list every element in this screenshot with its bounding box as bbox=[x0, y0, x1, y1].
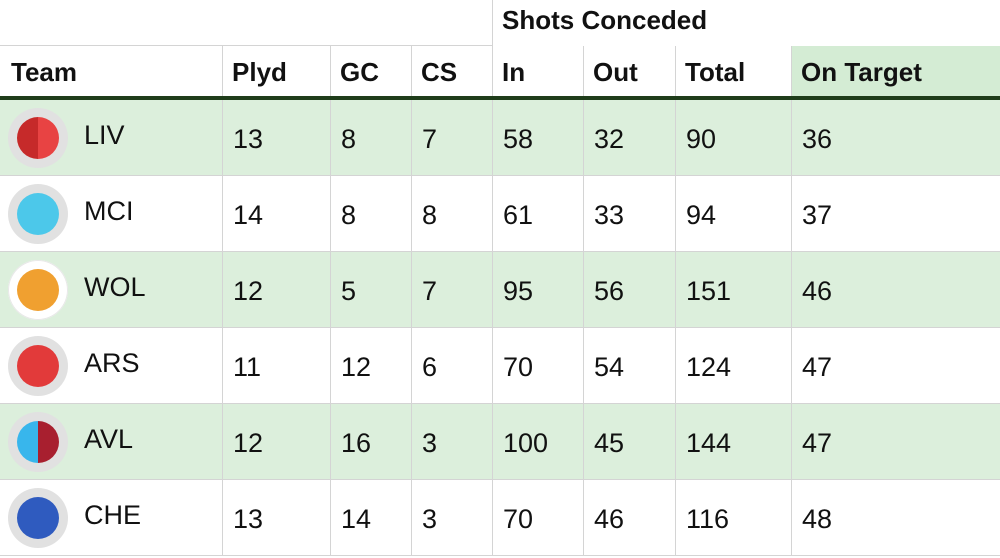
cell-in[interactable]: 61 bbox=[492, 176, 583, 251]
cell-gc[interactable]: 8 bbox=[330, 100, 411, 175]
team-badge-icon bbox=[8, 336, 68, 396]
team-code: ARS bbox=[84, 348, 140, 378]
table-row: ARS 11 12 6 70 54 124 47 bbox=[0, 328, 1000, 404]
cell-cs[interactable]: 3 bbox=[411, 404, 492, 479]
cell-on-target[interactable]: 46 bbox=[791, 252, 1000, 327]
team-code: AVL bbox=[84, 424, 134, 454]
cell-plyd[interactable]: 13 bbox=[222, 480, 330, 555]
cell-total[interactable]: 116 bbox=[675, 480, 791, 555]
team-cell[interactable]: CHE bbox=[0, 480, 222, 555]
team-badge-dot bbox=[17, 497, 59, 539]
cell-in[interactable]: 95 bbox=[492, 252, 583, 327]
team-code: LIV bbox=[84, 120, 125, 150]
cell-gc[interactable]: 16 bbox=[330, 404, 411, 479]
column-header-cs[interactable]: CS bbox=[411, 46, 492, 96]
team-badge-dot bbox=[17, 193, 59, 235]
cell-cs[interactable]: 6 bbox=[411, 328, 492, 403]
cell-plyd[interactable]: 12 bbox=[222, 252, 330, 327]
team-badge-icon bbox=[8, 108, 68, 168]
cell-gc[interactable]: 12 bbox=[330, 328, 411, 403]
cell-out[interactable]: 45 bbox=[583, 404, 675, 479]
column-header-out[interactable]: Out bbox=[583, 46, 675, 96]
cell-out[interactable]: 33 bbox=[583, 176, 675, 251]
cell-in[interactable]: 58 bbox=[492, 100, 583, 175]
table-row: AVL 12 16 3 100 45 144 47 bbox=[0, 404, 1000, 480]
team-code: CHE bbox=[84, 500, 142, 530]
team-cell[interactable]: ARS bbox=[0, 328, 222, 403]
cell-plyd[interactable]: 12 bbox=[222, 404, 330, 479]
cell-total[interactable]: 124 bbox=[675, 328, 791, 403]
table-row: WOL 12 5 7 95 56 151 46 bbox=[0, 252, 1000, 328]
team-badge-dot bbox=[17, 117, 59, 159]
team-badge-dot bbox=[17, 345, 59, 387]
cell-total[interactable]: 144 bbox=[675, 404, 791, 479]
group-header-row: Shots Conceded bbox=[0, 0, 1000, 46]
cell-cs[interactable]: 3 bbox=[411, 480, 492, 555]
cell-on-target[interactable]: 36 bbox=[791, 100, 1000, 175]
team-badge-icon bbox=[8, 488, 68, 548]
cell-total[interactable]: 94 bbox=[675, 176, 791, 251]
column-header-in[interactable]: In bbox=[492, 46, 583, 96]
column-header-plyd[interactable]: Plyd bbox=[222, 46, 330, 96]
shots-conceded-group-header: Shots Conceded bbox=[492, 0, 1000, 46]
team-badge-icon bbox=[8, 412, 68, 472]
team-cell[interactable]: AVL bbox=[0, 404, 222, 479]
cell-on-target[interactable]: 47 bbox=[791, 404, 1000, 479]
table-row: LIV 13 8 7 58 32 90 36 bbox=[0, 100, 1000, 176]
cell-in[interactable]: 70 bbox=[492, 328, 583, 403]
team-code: MCI bbox=[84, 196, 134, 226]
team-cell[interactable]: MCI bbox=[0, 176, 222, 251]
team-badge-dot bbox=[17, 269, 59, 311]
cell-on-target[interactable]: 37 bbox=[791, 176, 1000, 251]
cell-on-target[interactable]: 47 bbox=[791, 328, 1000, 403]
column-header-row: Team Plyd GC CS In Out Total On Target bbox=[0, 46, 1000, 96]
cell-in[interactable]: 100 bbox=[492, 404, 583, 479]
cell-out[interactable]: 54 bbox=[583, 328, 675, 403]
cell-cs[interactable]: 7 bbox=[411, 252, 492, 327]
team-code: WOL bbox=[84, 272, 146, 302]
column-header-team[interactable]: Team bbox=[11, 57, 77, 87]
cell-in[interactable]: 70 bbox=[492, 480, 583, 555]
cell-gc[interactable]: 8 bbox=[330, 176, 411, 251]
cell-gc[interactable]: 14 bbox=[330, 480, 411, 555]
cell-plyd[interactable]: 11 bbox=[222, 328, 330, 403]
group-header-blank bbox=[0, 0, 492, 46]
cell-plyd[interactable]: 13 bbox=[222, 100, 330, 175]
cell-out[interactable]: 46 bbox=[583, 480, 675, 555]
table-row: MCI 14 8 8 61 33 94 37 bbox=[0, 176, 1000, 252]
team-cell[interactable]: WOL bbox=[0, 252, 222, 327]
team-badge-icon bbox=[8, 184, 68, 244]
team-cell[interactable]: LIV bbox=[0, 100, 222, 175]
column-header-gc[interactable]: GC bbox=[330, 46, 411, 96]
header-divider bbox=[0, 96, 1000, 100]
table-row: CHE 13 14 3 70 46 116 48 bbox=[0, 480, 1000, 556]
cell-cs[interactable]: 7 bbox=[411, 100, 492, 175]
column-header-total[interactable]: Total bbox=[675, 46, 791, 96]
cell-on-target[interactable]: 48 bbox=[791, 480, 1000, 555]
team-badge-dot bbox=[17, 421, 59, 463]
cell-out[interactable]: 32 bbox=[583, 100, 675, 175]
column-header-on-target[interactable]: On Target bbox=[791, 46, 1000, 96]
cell-cs[interactable]: 8 bbox=[411, 176, 492, 251]
cell-total[interactable]: 90 bbox=[675, 100, 791, 175]
cell-total[interactable]: 151 bbox=[675, 252, 791, 327]
cell-plyd[interactable]: 14 bbox=[222, 176, 330, 251]
cell-gc[interactable]: 5 bbox=[330, 252, 411, 327]
cell-out[interactable]: 56 bbox=[583, 252, 675, 327]
team-badge-icon bbox=[8, 260, 68, 320]
